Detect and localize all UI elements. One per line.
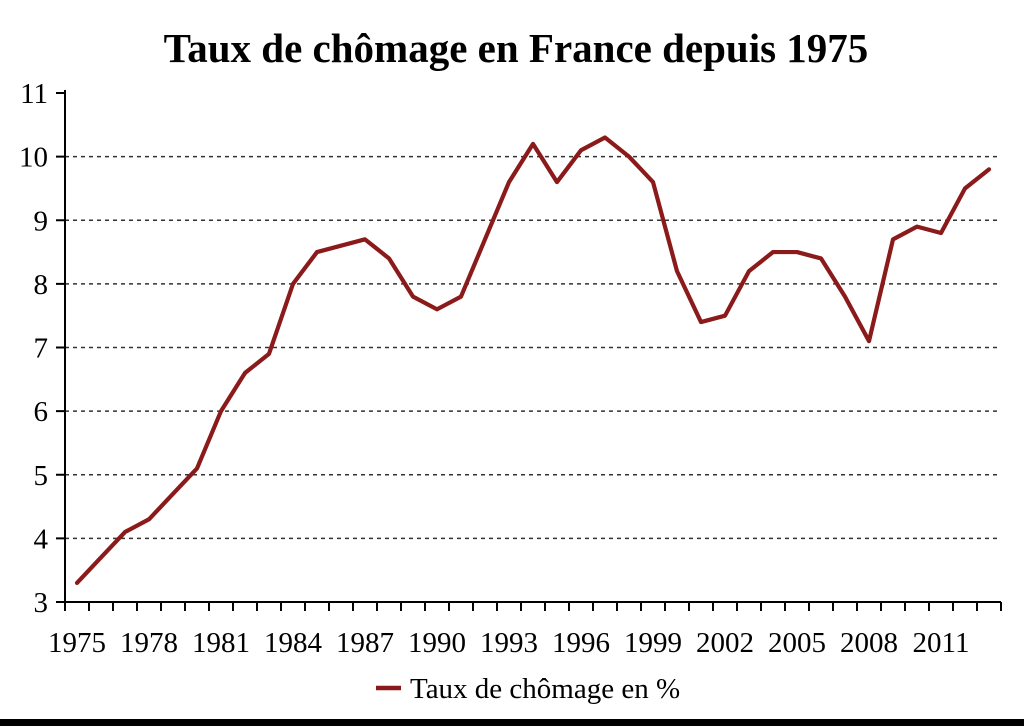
x-tick-label: 1990 — [408, 627, 466, 659]
x-tick-label: 1981 — [192, 627, 250, 659]
x-tick-label: 2008 — [840, 627, 898, 659]
axes — [64, 90, 1001, 603]
y-tick-label: 5 — [34, 460, 49, 492]
x-tick-label: 2011 — [913, 627, 970, 659]
y-tick-label: 9 — [34, 205, 49, 237]
y-tick-label: 8 — [34, 269, 49, 301]
x-tick-label: 1999 — [624, 627, 682, 659]
x-tick-label: 1975 — [48, 627, 106, 659]
x-tick-label: 1993 — [480, 627, 538, 659]
series-line — [74, 135, 992, 586]
legend: Taux de chômage en % — [376, 673, 680, 705]
gridlines — [65, 155, 1001, 540]
y-tick-label: 4 — [34, 523, 49, 555]
bottom-border — [0, 719, 1024, 726]
x-tick-label: 2002 — [696, 627, 754, 659]
chart-title: Taux de chômage en France depuis 1975 — [164, 25, 869, 71]
x-tick-label: 1996 — [552, 627, 610, 659]
x-tick-label: 1978 — [120, 627, 178, 659]
y-tick-label: 11 — [20, 78, 48, 110]
axis-ticks — [56, 92, 1002, 611]
x-tick-label: 1984 — [264, 627, 323, 659]
y-tick-label: 3 — [34, 587, 49, 619]
data-series — [74, 135, 992, 586]
y-tick-label: 6 — [34, 396, 49, 428]
x-tick-label: 2005 — [768, 627, 826, 659]
y-tick-label: 10 — [19, 142, 48, 174]
legend-label: Taux de chômage en % — [410, 673, 680, 705]
y-tick-label: 7 — [34, 333, 49, 365]
axis-tick-labels: 3 4 5 6 7 8 9 10 11 1975 1978 1981 1984 1987 1990 1993 1… — [19, 78, 969, 659]
x-tick-label: 1987 — [336, 627, 394, 659]
